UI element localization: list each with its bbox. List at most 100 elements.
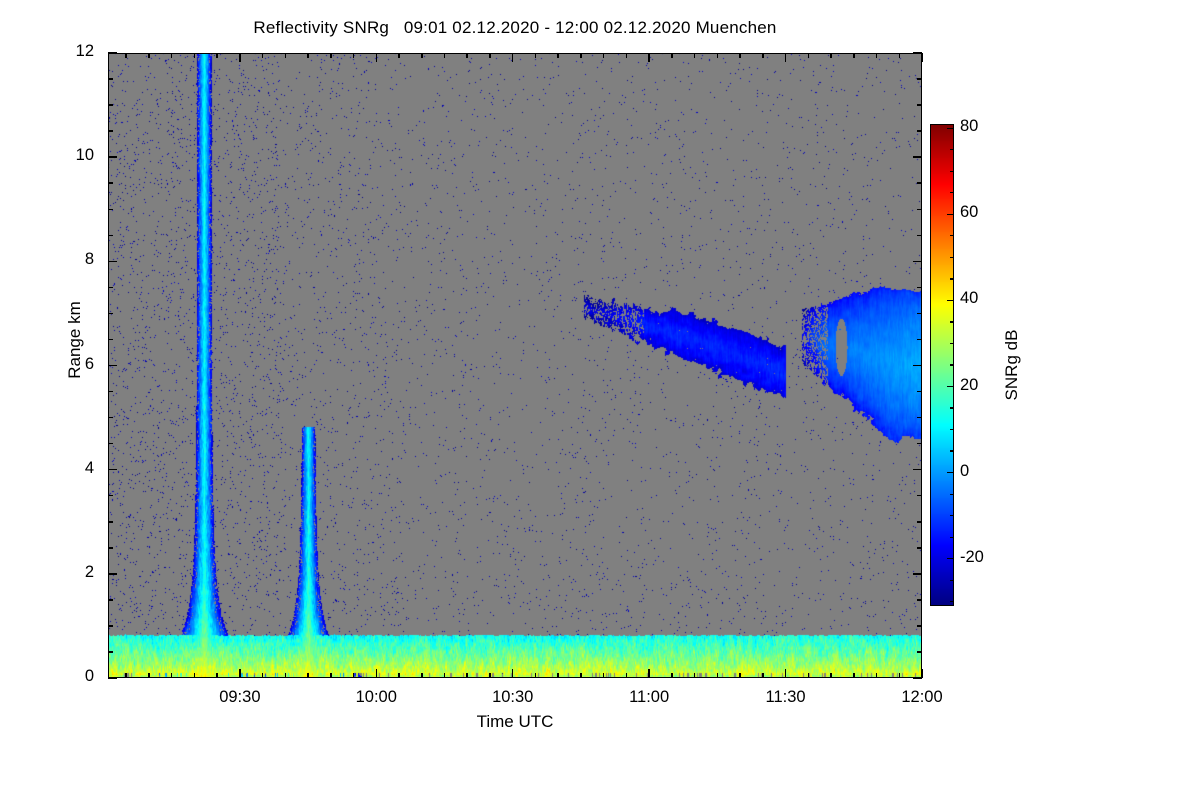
x-tick-minor-top — [421, 53, 423, 58]
x-tick-minor-top — [671, 53, 673, 58]
y-tick-major-right — [913, 677, 922, 679]
x-tick-minor-top — [216, 53, 218, 58]
x-tick-minor-top — [398, 53, 400, 58]
x-tick-minor — [625, 673, 628, 678]
y-tick-minor — [108, 338, 113, 341]
y-tick-minor — [108, 286, 113, 289]
colorbar-tick-major — [947, 558, 954, 560]
x-tick-minor-top — [807, 53, 810, 58]
y-tick-label: 10 — [75, 146, 94, 165]
x-tick-minor — [466, 673, 468, 678]
x-tick-minor — [762, 673, 764, 678]
colorbar-tick-minor — [950, 450, 954, 452]
y-tick-minor-right — [917, 286, 922, 289]
x-tick-minor — [830, 673, 832, 678]
x-tick-minor — [216, 673, 218, 678]
colorbar-tick-minor — [950, 515, 954, 517]
x-tick-minor — [807, 673, 810, 678]
x-tick-major-top — [648, 53, 650, 62]
y-tick-minor-right — [917, 338, 922, 341]
colorbar-tick-major — [947, 127, 954, 129]
x-tick-minor — [580, 673, 582, 678]
y-tick-minor — [108, 651, 113, 653]
y-tick-minor-right — [917, 442, 922, 445]
x-tick-label: 11:00 — [629, 688, 670, 706]
x-tick-minor — [330, 673, 332, 678]
x-tick-minor-top — [307, 53, 309, 58]
y-tick-label: 4 — [84, 458, 94, 477]
y-tick-minor-right — [917, 312, 922, 315]
colorbar-tick-major — [947, 299, 954, 302]
x-tick-minor — [875, 673, 878, 678]
colorbar-tick-minor — [950, 493, 954, 495]
x-tick-minor — [125, 673, 127, 678]
colorbar-tick-label: 40 — [960, 289, 979, 308]
colorbar-tick-minor — [950, 149, 954, 151]
x-tick-major — [511, 669, 514, 678]
y-tick-major — [108, 52, 117, 54]
x-tick-minor-top — [898, 53, 900, 58]
x-tick-minor — [421, 673, 423, 678]
page-title: Reflectivity SNRg 09:01 02.12.2020 - 12:… — [253, 18, 777, 37]
colorbar-tick-minor — [950, 278, 954, 280]
y-tick-minor-right — [917, 651, 922, 653]
y-tick-minor-right — [917, 547, 922, 549]
colorbar-tick-major — [947, 385, 954, 388]
y-tick-minor — [108, 104, 113, 106]
x-tick-minor — [898, 673, 900, 678]
x-tick-minor — [352, 673, 355, 678]
x-tick-minor-top — [148, 53, 150, 58]
heatmap-canvas — [108, 53, 922, 678]
x-tick-minor — [398, 673, 400, 678]
x-tick-label: 10:30 — [492, 688, 534, 706]
x-tick-major-top — [511, 53, 514, 62]
y-tick-minor — [108, 130, 113, 132]
y-tick-minor — [108, 416, 113, 419]
colorbar-tick-minor — [950, 364, 954, 366]
y-tick-minor-right — [917, 78, 922, 80]
y-tick-minor — [108, 234, 113, 237]
x-tick-label: 11:30 — [765, 688, 806, 706]
y-tick-minor-right — [917, 182, 922, 184]
x-tick-minor-top — [830, 53, 832, 58]
x-tick-minor-top — [489, 53, 491, 58]
colorbar-tick-minor — [950, 579, 954, 581]
colorbar-tick-minor — [950, 536, 954, 538]
colorbar-tick-minor — [950, 407, 954, 409]
x-tick-minor — [170, 673, 173, 678]
y-tick-minor — [108, 182, 113, 184]
x-tick-minor — [148, 673, 150, 678]
x-tick-major — [648, 669, 650, 678]
x-tick-major-top — [239, 53, 241, 62]
x-tick-minor-top — [693, 53, 696, 58]
x-tick-minor-top — [602, 53, 605, 58]
colorbar-label: SNRg dB — [1002, 329, 1021, 401]
y-tick-major-right — [913, 468, 922, 471]
colorbar-tick-label: 60 — [960, 203, 979, 222]
x-tick-major — [784, 669, 787, 678]
x-tick-minor-top — [557, 53, 559, 58]
colorbar-tick-minor — [950, 601, 954, 603]
y-tick-minor — [108, 599, 113, 601]
y-tick-minor-right — [917, 494, 922, 497]
y-tick-label: 6 — [84, 354, 94, 373]
y-tick-major — [108, 468, 117, 471]
x-tick-minor — [193, 673, 196, 678]
x-tick-minor-top — [534, 53, 537, 58]
colorbar-tick-label: 0 — [960, 461, 970, 480]
y-tick-minor-right — [917, 416, 922, 419]
y-tick-major-right — [913, 156, 922, 158]
x-tick-minor-top — [580, 53, 582, 58]
y-tick-label: 8 — [84, 250, 94, 269]
x-tick-minor-top — [170, 53, 173, 58]
x-tick-major-top — [375, 53, 378, 62]
x-tick-minor-top — [762, 53, 764, 58]
y-tick-minor-right — [917, 130, 922, 132]
y-tick-minor-right — [917, 234, 922, 237]
x-tick-minor — [557, 673, 559, 678]
x-tick-minor-top — [193, 53, 196, 58]
y-tick-major-right — [913, 52, 922, 54]
x-axis-label: Time UTC — [476, 712, 554, 731]
y-tick-major-right — [913, 573, 922, 575]
y-tick-label: 2 — [84, 562, 94, 581]
